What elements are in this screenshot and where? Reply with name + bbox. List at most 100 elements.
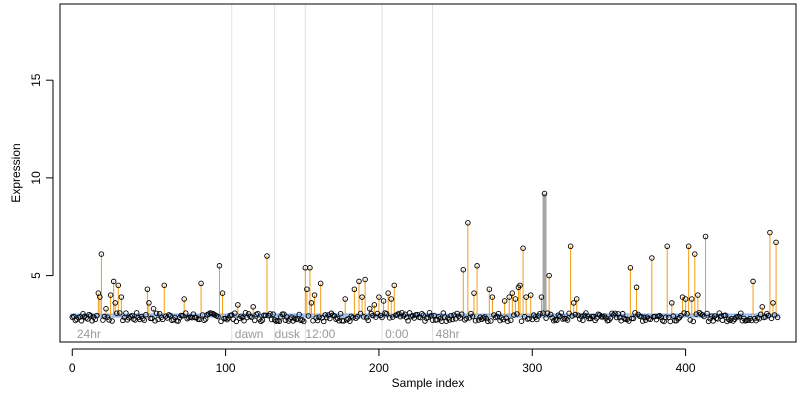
x-tick-label: 300 (522, 361, 542, 375)
data-point (347, 318, 353, 324)
plot-frame (59, 3, 797, 343)
data-point (554, 317, 560, 324)
data-point (201, 317, 207, 324)
data-point (109, 318, 115, 324)
data-point (81, 313, 88, 320)
data-point (179, 313, 186, 319)
data-point (550, 317, 557, 324)
data-point (607, 315, 614, 321)
data-point (87, 312, 94, 319)
data-point (716, 310, 723, 316)
data-point (486, 286, 493, 292)
data-point (564, 317, 571, 323)
data-point (301, 318, 307, 325)
data-point (123, 310, 129, 316)
data-point (354, 313, 361, 320)
data-point (690, 318, 697, 325)
data-point (250, 304, 256, 310)
data-point (483, 315, 490, 322)
data-point (296, 311, 302, 318)
data-point (175, 318, 181, 324)
data-point (501, 298, 508, 304)
data-point (468, 310, 474, 317)
data-point (469, 313, 476, 320)
y-tick-label: 15 (29, 73, 43, 87)
data-point (248, 314, 255, 321)
data-point (144, 286, 151, 292)
data-point (281, 311, 287, 317)
data-point (750, 278, 756, 285)
data-point (366, 306, 373, 312)
data-point (474, 263, 480, 269)
data-point (386, 315, 393, 321)
data-point (153, 310, 160, 317)
data-point (218, 318, 224, 325)
data-point (308, 300, 315, 306)
data-point (609, 310, 615, 317)
data-point (420, 312, 427, 318)
data-point (342, 296, 348, 302)
data-point (558, 310, 565, 316)
data-point (235, 302, 241, 308)
data-point (572, 311, 578, 318)
data-point (304, 286, 310, 292)
data-point (314, 317, 321, 324)
data-point (419, 310, 425, 317)
data-point (103, 306, 109, 312)
data-point (147, 315, 154, 322)
data-point (399, 310, 405, 316)
data-point (232, 310, 238, 316)
data-point (527, 292, 534, 298)
data-point (481, 314, 488, 320)
data-point (534, 316, 540, 323)
data-point (523, 294, 529, 300)
data-point (365, 317, 371, 324)
data-point (619, 310, 626, 317)
data-point (238, 313, 244, 320)
data-point (656, 312, 663, 319)
data-point (580, 317, 586, 324)
data-point (258, 318, 264, 325)
data-point (434, 316, 440, 323)
data-point (573, 296, 580, 302)
data-point (351, 286, 358, 292)
data-point (684, 311, 690, 317)
data-point (267, 311, 273, 317)
data-point (337, 310, 344, 317)
data-point (104, 314, 111, 320)
data-point (270, 311, 276, 317)
data-point (465, 220, 471, 226)
data-point (566, 310, 572, 317)
data-point (224, 316, 230, 323)
data-point (503, 315, 509, 321)
data-point (426, 310, 433, 316)
data-point (215, 313, 221, 320)
data-point (546, 272, 552, 279)
data-point (504, 318, 511, 324)
data-point (509, 290, 516, 296)
data-point (517, 282, 523, 289)
data-point (633, 284, 640, 291)
data-point (405, 318, 411, 324)
x-tick-label: 100 (216, 361, 236, 375)
data-point (681, 310, 687, 316)
data-point (710, 318, 716, 324)
expression-stems (97, 193, 777, 316)
highlight-point (541, 190, 548, 197)
data-point (376, 294, 382, 300)
data-point (391, 282, 398, 289)
data-point (489, 294, 496, 300)
data-point (583, 310, 589, 316)
data-point (94, 312, 100, 319)
data-point (262, 312, 269, 319)
data-point (508, 317, 514, 324)
data-point (190, 311, 197, 317)
data-point (630, 315, 637, 322)
data-point (538, 294, 545, 300)
data-point (133, 310, 140, 316)
data-point (526, 315, 532, 322)
data-point (422, 318, 428, 324)
data-point (222, 315, 229, 322)
data-point (340, 318, 347, 324)
data-point (78, 318, 85, 324)
